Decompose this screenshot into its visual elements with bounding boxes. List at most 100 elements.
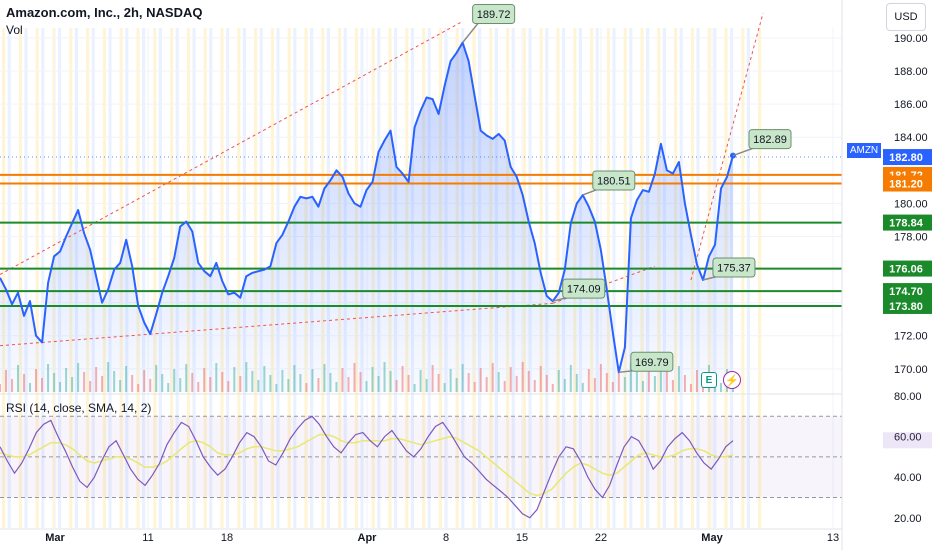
callout-box (748, 129, 792, 150)
volume-bar (431, 365, 434, 392)
volume-bar (491, 363, 494, 392)
level-tag-label: 174.70 (889, 286, 923, 298)
last-price-label: 182.80 (889, 152, 923, 164)
volume-bar (263, 366, 266, 392)
volume-bar (17, 365, 20, 392)
volume-bar (347, 377, 350, 392)
volume-bar (11, 379, 14, 392)
rsi-label[interactable]: RSI (14, close, SMA, 14, 2) (6, 401, 152, 415)
trendline (690, 12, 764, 281)
volume-bar (527, 371, 530, 392)
volume-bar (257, 380, 260, 392)
volume-bar (407, 375, 410, 392)
earnings-icon[interactable]: E (701, 372, 717, 388)
callout-label: 189.72 (477, 9, 511, 21)
volume-bar (581, 383, 584, 392)
volume-stripe (18, 28, 22, 528)
trendline (0, 302, 553, 347)
callout-box (630, 351, 674, 372)
volume-bar (461, 364, 464, 392)
currency-button[interactable]: USD (886, 3, 926, 31)
volume-bar (677, 366, 680, 392)
time-axis[interactable]: Mar 11 18 Apr 8 15 22 May 13 (0, 528, 842, 544)
volume-bar (107, 362, 110, 392)
volume-bar (671, 380, 674, 392)
price-tick-label: 188.00 (894, 66, 928, 78)
volume-bar (131, 375, 134, 392)
volume-bar (173, 369, 176, 392)
volume-bar (323, 364, 326, 392)
callout-box (592, 170, 636, 191)
volume-bar (719, 383, 722, 392)
callout-box (562, 278, 606, 299)
volume-stripe (231, 28, 235, 528)
lightning-icon[interactable]: ⚡ (723, 371, 741, 389)
volume-bar (587, 369, 590, 392)
volume-bar (599, 364, 602, 392)
volume-stripe (746, 28, 750, 528)
price-line (0, 41, 734, 374)
volume-stripe (30, 28, 34, 528)
volume-stripe (24, 28, 28, 528)
volume-bar (233, 367, 236, 392)
volume-stripe (41, 28, 45, 528)
volume-bar (101, 376, 104, 392)
volume-stripe (13, 28, 17, 528)
volume-bar (689, 384, 692, 392)
volume-bar (23, 374, 26, 392)
volume-bar (563, 379, 566, 392)
volume-bar (293, 365, 296, 392)
volume-bar (653, 376, 656, 392)
rsi-tick-label: 80.00 (894, 391, 922, 403)
volume-bar (659, 362, 662, 392)
volume-bar (47, 364, 50, 392)
rsi-value-tag (883, 432, 932, 449)
time-tick-label: Mar (45, 532, 65, 544)
rsi-pane (0, 393, 842, 519)
volume-bar (191, 373, 194, 392)
volume-bar (269, 375, 272, 392)
symbol-title[interactable]: Amazon.com, Inc., 2h, NASDAQ (6, 5, 203, 20)
level-tag (883, 297, 932, 314)
volume-stripe (606, 28, 610, 528)
volume-bar (695, 370, 698, 392)
price-area (0, 42, 733, 392)
volume-bar (77, 363, 80, 392)
volume-stripe (556, 28, 560, 528)
volume-stripe (618, 28, 622, 528)
volume-bar (305, 383, 308, 392)
callout-box (712, 257, 756, 278)
volume-stripe (97, 28, 101, 528)
volume-bar (377, 376, 380, 392)
volume-stripe (242, 28, 246, 528)
volume-bar (629, 363, 632, 392)
volume-bar (665, 371, 668, 392)
volume-bar (641, 381, 644, 392)
callout-label: 182.89 (753, 134, 787, 146)
volume-bar (335, 382, 338, 392)
price-axis[interactable]: 170.00172.00174.00176.00178.00180.00184.… (841, 0, 932, 550)
volume-bar (71, 377, 74, 392)
time-tick-label: Apr (358, 532, 378, 544)
volume-bar (521, 362, 524, 392)
callout-pointer (462, 22, 480, 44)
level-tag-label: 173.80 (889, 301, 923, 313)
last-price-tag (883, 149, 932, 166)
volume-bar (617, 368, 620, 392)
horizontal-levels[interactable] (0, 173, 842, 307)
volume-bar (623, 377, 626, 392)
volume-bar (575, 374, 578, 392)
volume-stripe (35, 28, 39, 528)
volume-bar (155, 365, 158, 392)
volume-bar (341, 368, 344, 392)
volume-bar (65, 368, 68, 392)
volume-bar (509, 367, 512, 392)
rsi-sma-line (0, 433, 734, 497)
volume-bar (353, 363, 356, 392)
volume-bar (95, 367, 98, 392)
volume-bar (275, 384, 278, 392)
volume-stripe (758, 28, 762, 528)
volume-label[interactable]: Vol (6, 23, 23, 37)
price-callouts: 189.72 182.89 180.51 175.37 174.09 169.79 (462, 4, 792, 374)
